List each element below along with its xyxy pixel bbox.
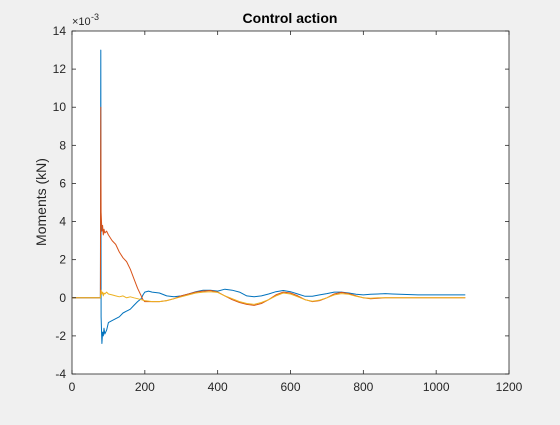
x-tick-label-600: 600 xyxy=(280,380,300,394)
x-tick-label-800: 800 xyxy=(353,380,373,394)
y-axis-title: Moments (kN) xyxy=(33,158,49,246)
x-tick-label-1200: 1200 xyxy=(496,380,523,394)
chart-title: Control action xyxy=(243,10,338,26)
series-layer xyxy=(72,49,466,344)
y-tick-label-6: 6 xyxy=(59,176,66,190)
y-tick-label-2: 2 xyxy=(59,253,66,267)
series-line-3 xyxy=(72,289,466,305)
y-exponent-power: -3 xyxy=(91,12,99,22)
x-tick-label-200: 200 xyxy=(135,380,155,394)
y-tick-label-0: 0 xyxy=(59,291,66,305)
x-tick-label-400: 400 xyxy=(208,380,228,394)
y-tick-label-12: 12 xyxy=(53,62,67,76)
x-tick-label-1000: 1000 xyxy=(423,380,450,394)
x-tick-label-0: 0 xyxy=(69,380,76,394)
y-tick-label--2: -2 xyxy=(55,329,66,343)
y-tick-label-4: 4 xyxy=(59,215,66,229)
y-exponent-base: ×10 xyxy=(72,16,91,28)
y-tick-label--4: -4 xyxy=(55,367,66,381)
plot-area xyxy=(71,30,510,375)
series-line-1 xyxy=(72,49,466,344)
tick-layer: 0 200 400 600 800 1000 1200 -4 -2 0 2 4 6 8 10 12 14 xyxy=(53,24,523,394)
y-tick-label-10: 10 xyxy=(53,100,67,114)
y-tick-label-8: 8 xyxy=(59,138,66,152)
y-tick-label-14: 14 xyxy=(53,24,67,38)
